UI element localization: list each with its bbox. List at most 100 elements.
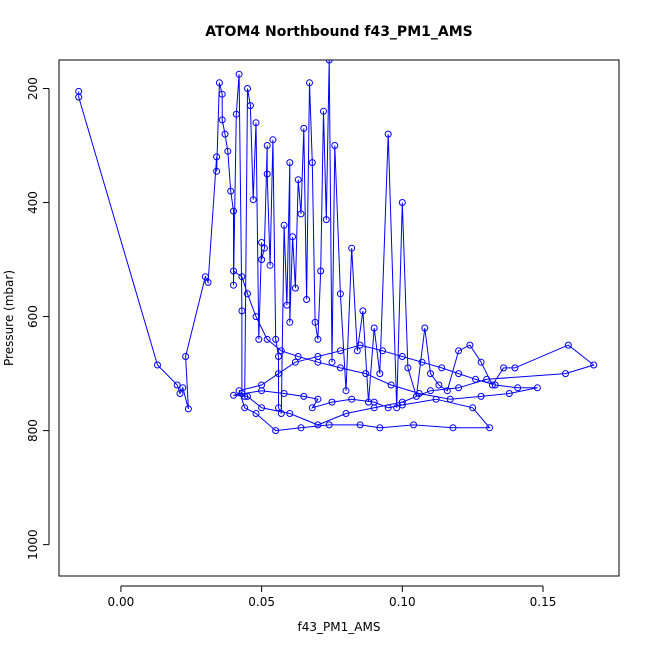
data-point (427, 370, 434, 378)
data-point (336, 364, 344, 372)
data-point (342, 410, 350, 417)
data-point (266, 261, 274, 269)
data-point (477, 392, 485, 400)
data-point (294, 353, 302, 360)
data-point (230, 281, 237, 289)
data-point (235, 70, 243, 78)
data-point (404, 364, 412, 372)
data-point (291, 284, 299, 292)
data-point (348, 244, 356, 252)
data-point (238, 273, 246, 281)
data-point (562, 370, 569, 378)
data-point (308, 404, 316, 412)
data-point (415, 390, 423, 397)
data-point (258, 239, 266, 246)
data-point (443, 387, 451, 395)
data-point (446, 395, 454, 403)
data-point (291, 358, 299, 366)
data-point (314, 358, 322, 366)
data-point (286, 410, 294, 417)
data-point (348, 395, 356, 403)
data-point (449, 424, 457, 432)
data-point (488, 381, 496, 389)
x-tick-label: 0.00 (108, 595, 135, 609)
data-point (314, 335, 322, 343)
y-tick-label: 200 (26, 77, 40, 100)
data-point (221, 130, 229, 138)
data-point (564, 341, 572, 349)
data-point (370, 324, 378, 332)
data-point (280, 221, 288, 229)
chart-title: ATOM4 Northbound f43_PM1_AMS (205, 24, 472, 40)
data-point (275, 370, 282, 378)
data-point (154, 361, 161, 369)
data-point (204, 278, 212, 286)
data-point (410, 421, 418, 429)
data-point (184, 405, 192, 413)
series-layer (75, 60, 598, 435)
x-axis-label: f43_PM1_AMS (298, 620, 381, 634)
data-point (322, 216, 330, 224)
data-point (477, 358, 485, 366)
data-point (353, 347, 361, 355)
data-point (213, 167, 221, 175)
data-point (469, 404, 477, 412)
data-point (277, 347, 285, 355)
data-point (263, 335, 271, 343)
data-point (235, 387, 243, 395)
data-point (173, 381, 181, 389)
x-axis: 0.00 0.05 0.10 0.15 (108, 585, 556, 609)
data-point (325, 60, 333, 64)
data-point (286, 318, 294, 326)
data-point (359, 307, 367, 315)
data-point (286, 159, 294, 167)
y-tick-label: 800 (26, 419, 40, 442)
data-point (238, 307, 246, 315)
data-point (590, 361, 598, 369)
x-tick-label: 0.10 (389, 595, 416, 609)
data-point (308, 159, 316, 167)
data-point (387, 381, 395, 389)
data-point (277, 410, 285, 417)
data-point (263, 142, 271, 149)
data-point (370, 398, 378, 406)
data-point (511, 364, 519, 372)
data-point (398, 199, 406, 206)
data-point (331, 142, 339, 149)
data-point (294, 176, 302, 184)
data-point (435, 381, 443, 389)
series-line (78, 60, 595, 432)
data-point (263, 170, 271, 178)
data-point (283, 301, 291, 309)
data-point (244, 85, 251, 92)
data-point (486, 424, 494, 432)
data-point (314, 395, 322, 403)
x-tick-label: 0.05 (248, 595, 275, 609)
data-point (280, 390, 288, 397)
data-point (272, 427, 280, 435)
data-point (244, 290, 251, 298)
data-point (514, 384, 522, 392)
data-point (483, 375, 491, 383)
y-axis: 200 400 600 800 1000 (26, 77, 50, 560)
data-point (218, 116, 226, 124)
data-point (213, 153, 221, 161)
data-point (317, 267, 325, 275)
data-point (376, 424, 384, 432)
data-point (182, 353, 190, 360)
data-point (306, 79, 313, 87)
data-point (398, 401, 406, 409)
data-point (246, 102, 254, 110)
data-point (356, 421, 364, 429)
data-point (379, 347, 387, 355)
data-point (376, 370, 384, 378)
data-point (201, 273, 209, 281)
data-point (311, 318, 319, 326)
data-point (300, 392, 308, 400)
y-tick-label: 400 (26, 191, 40, 214)
data-point (303, 296, 311, 303)
data-point (455, 347, 463, 355)
data-point (297, 210, 305, 218)
data-point (336, 347, 344, 355)
data-point (393, 404, 401, 412)
